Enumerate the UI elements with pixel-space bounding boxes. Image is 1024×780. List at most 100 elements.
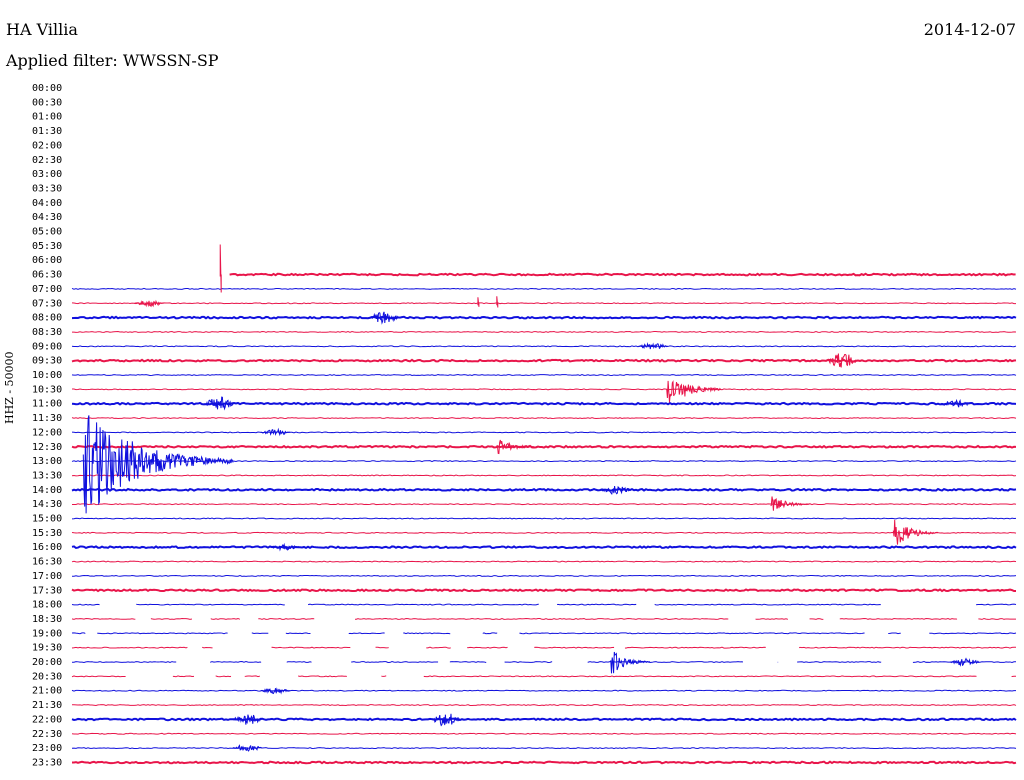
- seismic-event: [134, 299, 164, 308]
- data-gap: [350, 645, 376, 650]
- trace-row: [71, 747, 1017, 750]
- data-gap: [231, 674, 245, 679]
- time-tick-label: 11:00: [32, 399, 62, 410]
- time-tick-label: 04:00: [32, 198, 62, 209]
- seismic-event: [260, 687, 291, 695]
- trace-row: [71, 531, 1017, 534]
- data-gap: [938, 602, 966, 607]
- data-gap: [908, 602, 943, 607]
- seismic-event: [949, 657, 980, 667]
- time-tick-label: 12:30: [32, 442, 62, 453]
- time-tick-label: 01:00: [32, 112, 62, 123]
- time-tick-label: 19:30: [32, 643, 62, 654]
- data-gap: [880, 602, 911, 607]
- seismic-event: [638, 342, 668, 350]
- time-tick-label: 16:00: [32, 542, 62, 553]
- time-tick-label: 05:30: [32, 241, 62, 252]
- data-gap: [85, 631, 98, 636]
- seismic-event: [666, 380, 722, 403]
- trace-row: [71, 374, 1017, 376]
- data-gap: [507, 645, 535, 650]
- data-gap: [227, 631, 252, 636]
- data-gap: [486, 660, 505, 664]
- time-tick-label: 21:00: [32, 686, 62, 697]
- time-tick-label: 15:00: [32, 514, 62, 525]
- time-tick-label: 23:30: [32, 757, 62, 768]
- time-tick-label: 14:00: [32, 485, 62, 496]
- time-tick-label: 20:00: [32, 657, 62, 668]
- data-gap: [311, 660, 352, 664]
- time-tick-label: 07:00: [32, 284, 62, 295]
- time-tick-label: 19:00: [32, 628, 62, 639]
- data-gap: [900, 631, 930, 636]
- time-tick-label: 15:30: [32, 528, 62, 539]
- data-gap: [187, 645, 203, 650]
- time-tick-label: 16:30: [32, 557, 62, 568]
- time-tick-label: 08:00: [32, 313, 62, 324]
- trace-row: [71, 444, 1017, 449]
- trace-row: [71, 617, 1017, 620]
- data-gap: [212, 645, 248, 650]
- data-gap: [261, 660, 287, 664]
- trace-row: [71, 431, 1017, 434]
- time-tick-label: 03:00: [32, 169, 62, 180]
- time-tick-label: 20:30: [32, 671, 62, 682]
- data-gap: [438, 660, 450, 664]
- time-tick-label: 11:30: [32, 413, 62, 424]
- time-tick-label: 08:30: [32, 327, 62, 338]
- data-gap: [125, 674, 146, 679]
- data-gap: [957, 616, 979, 621]
- trace-row: [71, 345, 1017, 348]
- data-gap: [787, 616, 810, 621]
- seismic-event: [232, 744, 262, 752]
- data-gap: [864, 631, 889, 636]
- data-gap: [384, 631, 404, 636]
- data-gap: [976, 674, 1012, 679]
- time-tick-label: 17:30: [32, 585, 62, 596]
- data-gap: [765, 645, 800, 650]
- time-tick-label: 00:00: [32, 83, 62, 94]
- seismic-event: [892, 519, 939, 545]
- data-gap: [388, 645, 427, 650]
- data-gap: [191, 616, 211, 621]
- time-tick-label: 04:30: [32, 212, 62, 223]
- trace-row: [71, 717, 1017, 722]
- data-gap: [241, 645, 272, 650]
- data-gap: [135, 616, 151, 621]
- trace-row: [71, 302, 1017, 305]
- trace-row: [71, 574, 1017, 577]
- time-tick-label: 13:00: [32, 456, 62, 467]
- time-tick-label: 06:30: [32, 270, 62, 281]
- seismic-event: [82, 415, 234, 514]
- seismic-event: [827, 353, 857, 368]
- seismic-event: [232, 714, 263, 725]
- date-label: 2014-12-07: [923, 20, 1016, 39]
- data-gap: [742, 660, 778, 664]
- time-tick-label: 18:00: [32, 600, 62, 611]
- trace-row: [71, 517, 1017, 520]
- trace-row: [71, 661, 1016, 663]
- time-tick-label: 18:30: [32, 614, 62, 625]
- time-tick-label: 14:30: [32, 499, 62, 510]
- trace-row: [229, 272, 1016, 277]
- trace-row: [71, 732, 1017, 735]
- time-tick-label: 00:30: [32, 97, 62, 108]
- time-tick-label: 02:30: [32, 155, 62, 166]
- data-gap: [239, 616, 259, 621]
- seismic-event: [204, 396, 235, 411]
- time-tick-label: 10:30: [32, 384, 62, 395]
- data-gap: [497, 631, 520, 636]
- trace-row: [71, 675, 1017, 678]
- data-gap: [144, 674, 173, 679]
- seismic-event: [770, 496, 811, 511]
- data-gap: [552, 660, 588, 664]
- seismic-event: [477, 297, 480, 307]
- seismic-event: [430, 713, 461, 727]
- time-tick-label: 06:00: [32, 255, 62, 266]
- time-tick-label: 22:00: [32, 714, 62, 725]
- data-gap: [317, 616, 356, 621]
- trace-row: [71, 704, 1017, 707]
- time-tick-label: 13:30: [32, 470, 62, 481]
- trace-row: [71, 315, 1017, 320]
